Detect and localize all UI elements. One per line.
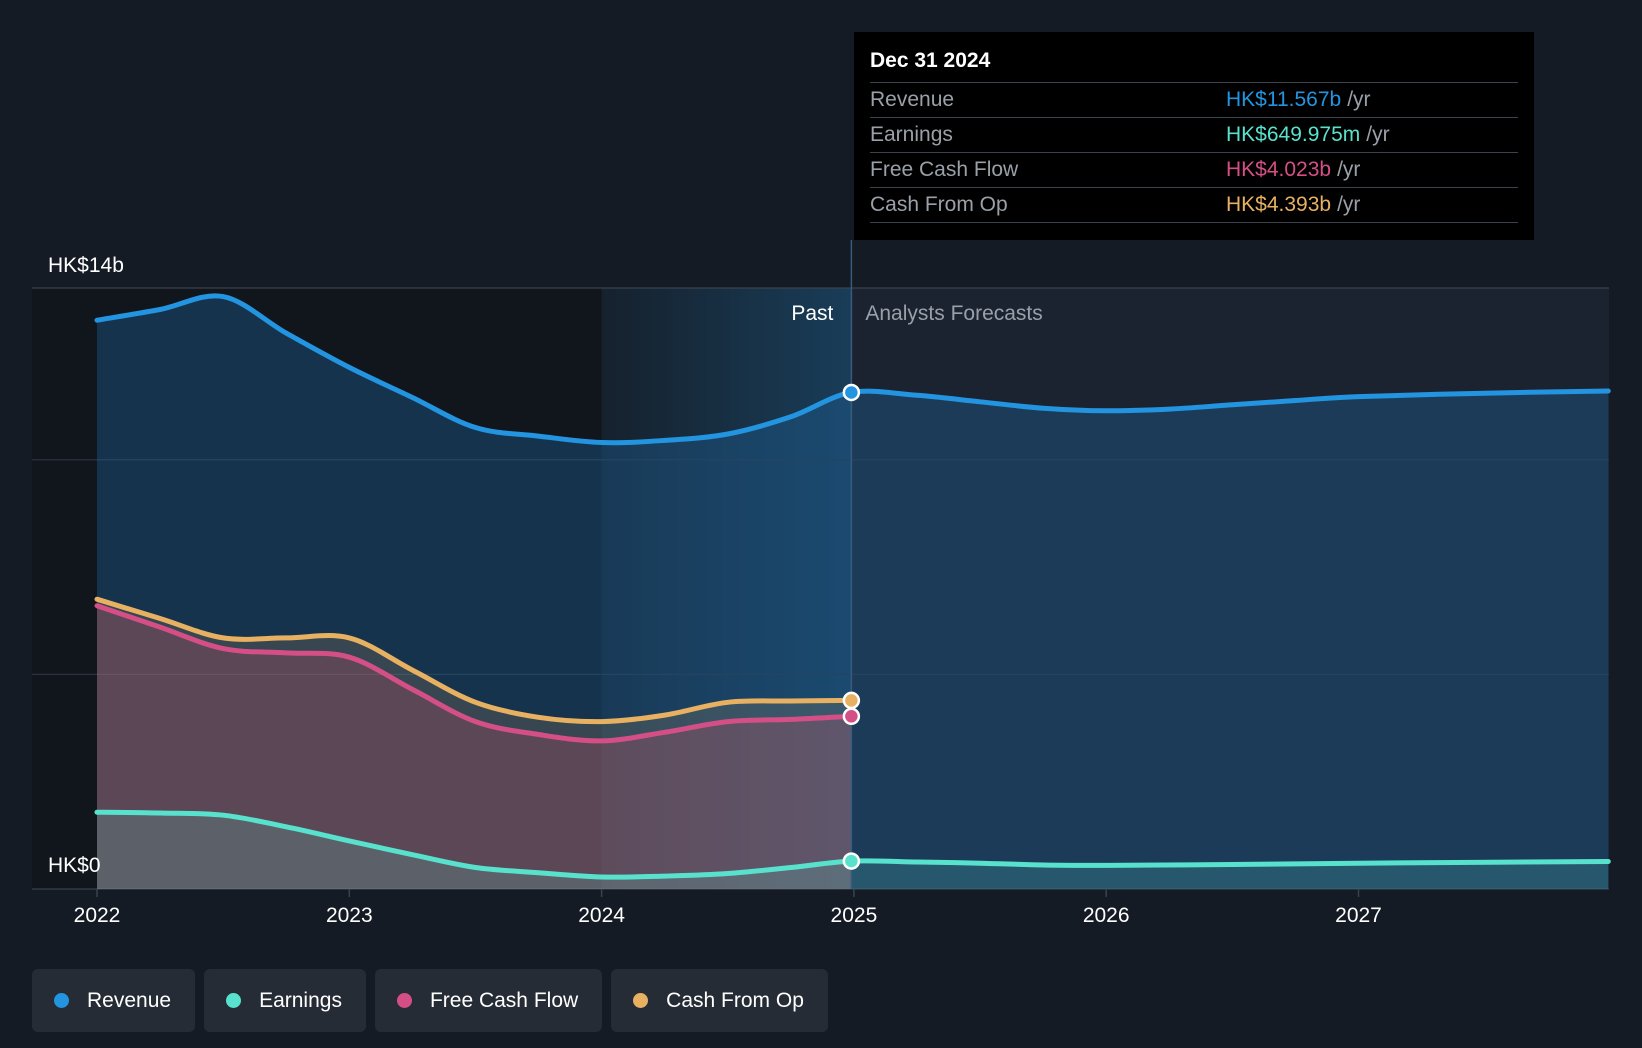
x-tick-label: 2022: [74, 904, 121, 927]
tooltip-unit: /yr: [1337, 158, 1361, 181]
region-label-forecast: Analysts Forecasts: [865, 302, 1042, 325]
line-earnings: [94, 809, 1611, 880]
x-tick-label: 2024: [578, 904, 625, 927]
tooltip-label: Free Cash Flow: [870, 158, 1019, 181]
legend-label: Cash From Op: [666, 988, 804, 1012]
x-tick-label: 2023: [326, 904, 373, 927]
tooltip-row-earnings: Earnings HK$649.975m /yr: [870, 117, 1518, 152]
region-label-past: Past: [791, 302, 833, 325]
tooltip-row-free-cash-flow: Free Cash Flow HK$4.023b /yr: [870, 152, 1518, 187]
legend-item-earnings[interactable]: Earnings: [204, 969, 366, 1032]
tooltip-unit: /yr: [1347, 88, 1371, 111]
tooltip-row-revenue: Revenue HK$11.567b /yr: [870, 82, 1518, 117]
past-background: [32, 288, 602, 889]
tooltip-label: Cash From Op: [870, 193, 1008, 216]
legend-item-free-cash-flow[interactable]: Free Cash Flow: [374, 969, 603, 1032]
legend-dot-icon: [633, 993, 649, 1008]
tooltip-value: HK$4.023b: [1226, 158, 1332, 181]
chart-area: Past Analysts Forecasts HK$14b HK$0 2022 2023…: [32, 240, 1611, 927]
legend-label: Free Cash Flow: [429, 988, 579, 1012]
x-tick-label: 2025: [831, 904, 878, 927]
tooltip-value: HK$4.393b: [1226, 193, 1332, 216]
tooltip-unit: /yr: [1337, 193, 1361, 216]
y-axis-max-label: HK$14b: [48, 254, 124, 277]
line-cash-from-op: [94, 596, 854, 725]
marker-free-cash-flow: [842, 707, 861, 726]
area-free-cash-flow: [97, 605, 852, 889]
legend-dot-icon: [396, 993, 412, 1008]
tooltip-value: HK$649.975m: [1226, 123, 1361, 146]
marker-cash-from-op: [842, 691, 861, 710]
line-revenue: [94, 293, 1611, 446]
area-cash-from-op: [97, 599, 852, 889]
marker-revenue: [842, 383, 861, 402]
tooltip-unit: /yr: [1366, 123, 1390, 146]
line-free-cash-flow: [94, 603, 854, 744]
x-tick-label: 2027: [1335, 904, 1382, 927]
x-tick-label: 2026: [1083, 904, 1130, 927]
tooltip-value: HK$11.567b: [1226, 88, 1342, 111]
forecast-background: [851, 288, 1609, 889]
tooltip-label: Revenue: [870, 88, 955, 111]
legend-label: Earnings: [259, 988, 342, 1012]
chart-svg: Past Analysts Forecasts HK$14b HK$0 2022 2023…: [32, 240, 1611, 927]
legend-label: Revenue: [87, 988, 172, 1012]
highlight-region: [601, 288, 852, 889]
legend-dot-icon: [54, 993, 69, 1008]
legend-item-cash-from-op[interactable]: Cash From Op: [611, 969, 828, 1032]
tooltip-row-cash-from-op: Cash From Op HK$4.393b /yr: [870, 187, 1518, 223]
tooltip-label: Earnings: [870, 123, 953, 146]
y-axis-min-label: HK$0: [48, 854, 101, 877]
marker-earnings: [842, 852, 861, 870]
area-revenue: [97, 295, 1609, 890]
tooltip-date: Dec 31 2024: [870, 49, 991, 72]
legend-dot-icon: [226, 993, 242, 1008]
tooltip: Dec 31 2024 Revenue HK$11.567b /yr Earni…: [854, 32, 1534, 240]
legend: Revenue Earnings Free Cash Flow Cash Fro…: [32, 969, 828, 1032]
legend-item-revenue[interactable]: Revenue: [32, 969, 196, 1032]
